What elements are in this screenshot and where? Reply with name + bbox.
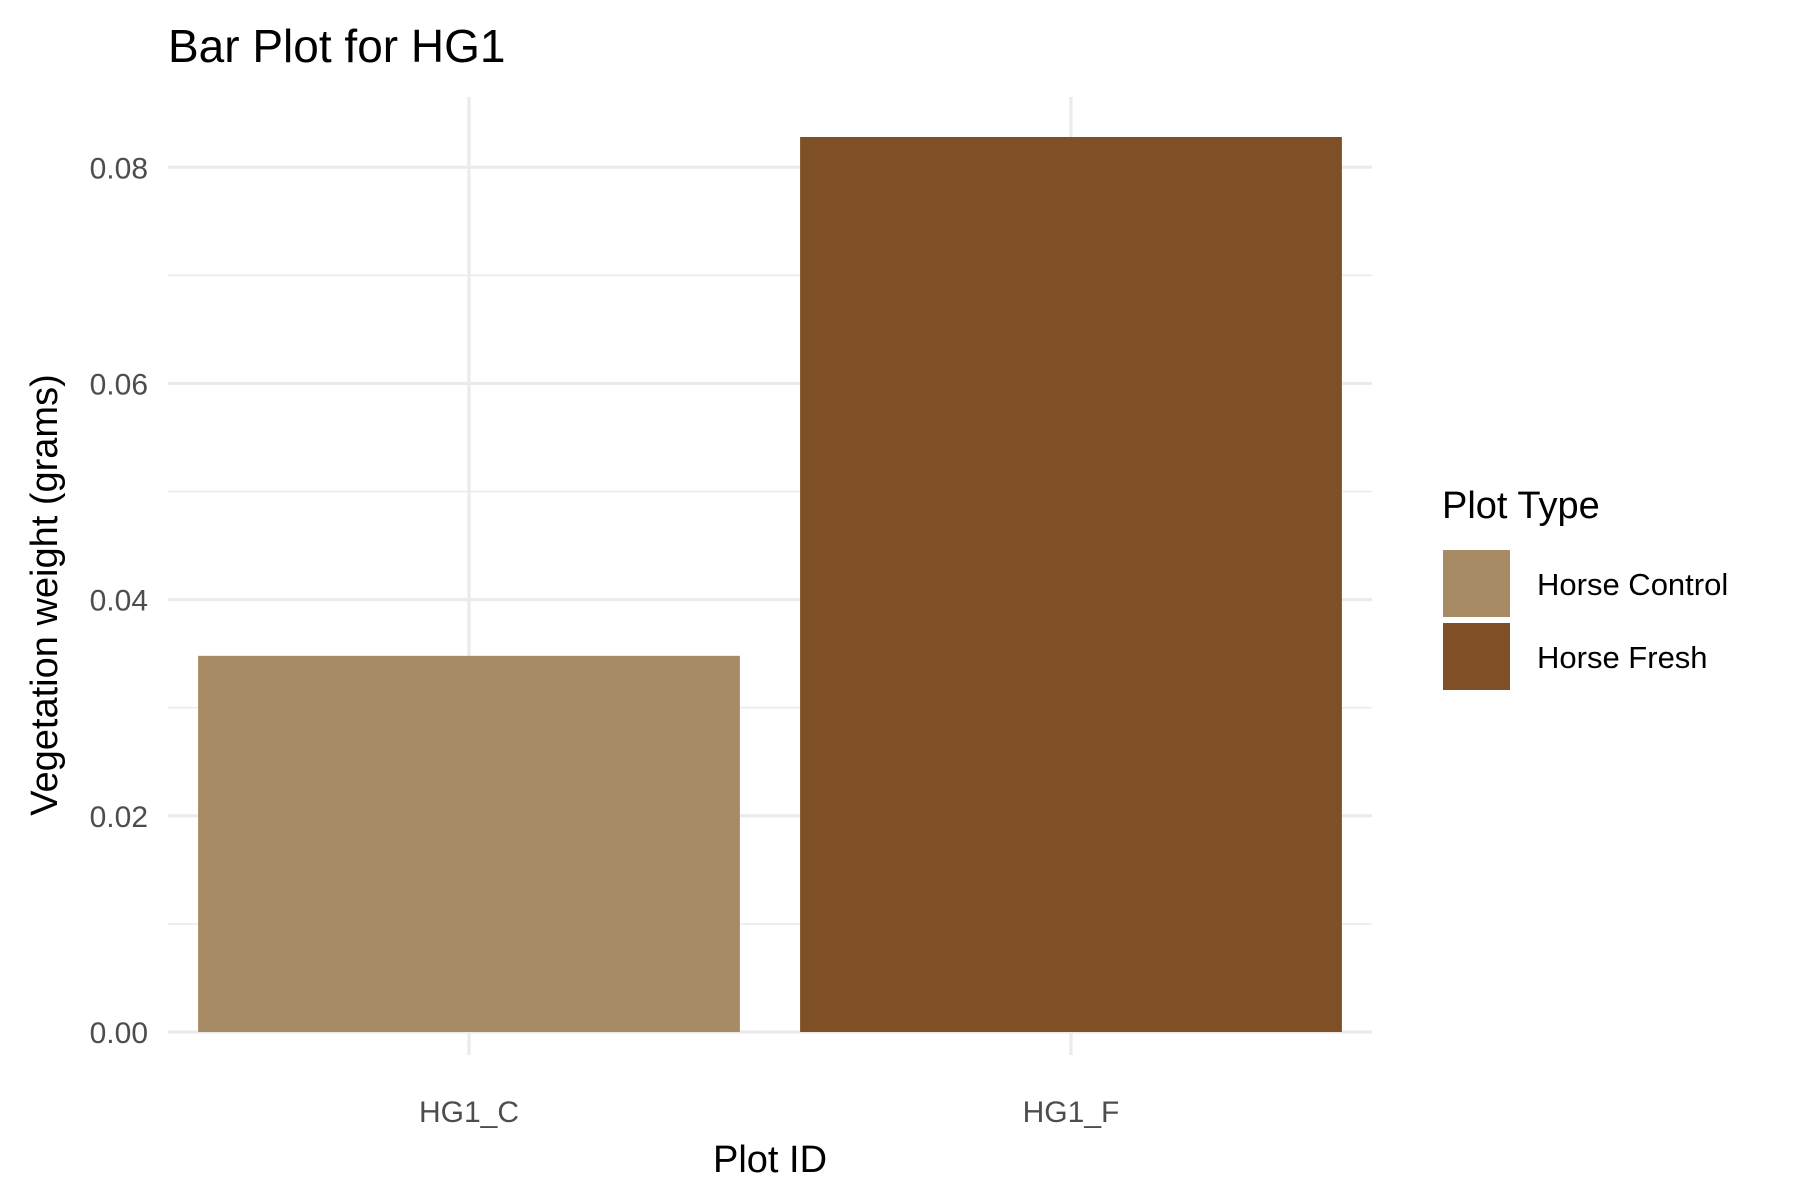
y-axis-title: Vegetation weight (grams) bbox=[24, 374, 66, 815]
x-tick-label: HG1_C bbox=[419, 1096, 519, 1129]
legend: Plot Type Horse Control Horse Fresh bbox=[1442, 485, 1728, 690]
y-axis-tick-labels: 0.00 0.02 0.04 0.06 0.08 bbox=[90, 152, 148, 1050]
y-tick-label: 0.00 bbox=[90, 1017, 148, 1050]
bars bbox=[198, 136, 1342, 1033]
legend-label: Horse Control bbox=[1537, 567, 1728, 602]
x-axis-tick-labels: HG1_C HG1_F bbox=[419, 1096, 1119, 1129]
x-tick-label: HG1_F bbox=[1023, 1096, 1120, 1129]
y-tick-label: 0.06 bbox=[90, 368, 148, 401]
bar-hg1-c bbox=[198, 655, 740, 1032]
chart-title: Bar Plot for HG1 bbox=[168, 20, 505, 72]
y-tick-label: 0.04 bbox=[90, 585, 148, 618]
y-tick-label: 0.08 bbox=[90, 152, 148, 185]
legend-label: Horse Fresh bbox=[1537, 640, 1708, 675]
bar-hg1-f bbox=[800, 136, 1342, 1033]
x-axis-title: Plot ID bbox=[713, 1139, 827, 1181]
legend-swatch bbox=[1443, 623, 1510, 690]
legend-swatch bbox=[1443, 550, 1510, 617]
legend-title: Plot Type bbox=[1442, 485, 1600, 527]
y-tick-label: 0.02 bbox=[90, 801, 148, 834]
legend-items: Horse Control Horse Fresh bbox=[1443, 550, 1728, 690]
